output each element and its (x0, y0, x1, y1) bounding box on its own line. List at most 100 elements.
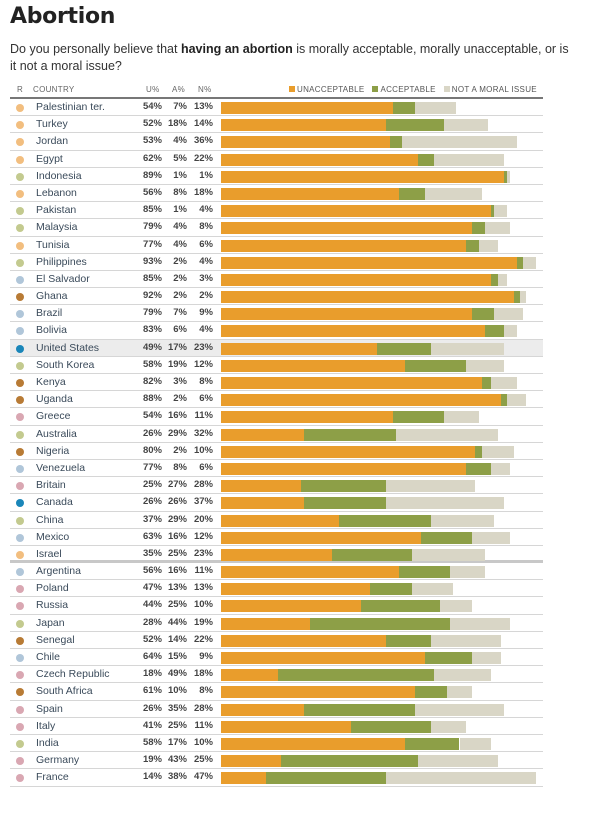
bar-acceptable (265, 772, 387, 785)
bar-unacceptable (221, 119, 387, 132)
table-row: Malaysia 79% 4% 8% (10, 219, 543, 237)
legend-swatch-unacceptable (289, 86, 295, 92)
value-unacceptable: 56% (142, 565, 162, 577)
table-row: Pakistan 85% 1% 4% (10, 202, 543, 220)
region-dot-icon (16, 722, 24, 731)
bar-unacceptable (221, 308, 473, 321)
bar-unacceptable (221, 531, 422, 544)
region-dot-icon (16, 636, 24, 645)
bar-not-moral (411, 583, 454, 596)
country-name: Germany (36, 754, 80, 767)
region-dot-icon (16, 430, 24, 439)
value-acceptable: 17% (167, 341, 187, 353)
value-not-moral: 28% (193, 702, 213, 714)
value-not-moral: 13% (193, 101, 213, 112)
bar-unacceptable (221, 634, 387, 647)
country-name: Italy (36, 719, 56, 732)
value-unacceptable: 54% (142, 101, 162, 112)
country-name: Czech Republic (36, 668, 110, 681)
value-not-moral: 10% (193, 444, 213, 456)
bar-unacceptable (221, 480, 301, 493)
value-acceptable: 16% (167, 565, 187, 577)
region-dot-icon (16, 275, 24, 284)
value-not-moral: 2% (199, 290, 213, 302)
table-row: France 14% 38% 47% (10, 769, 543, 787)
bar-unacceptable (221, 497, 304, 510)
bar-unacceptable (221, 445, 476, 458)
bar-acceptable (475, 445, 482, 458)
value-not-moral: 47% (193, 771, 213, 783)
bar-unacceptable (221, 703, 304, 716)
region-dot-icon (16, 138, 24, 147)
value-acceptable: 14% (167, 633, 187, 645)
value-not-moral: 8% (199, 685, 213, 697)
country-name: Australia (36, 427, 77, 440)
bar-acceptable (386, 119, 444, 132)
country-name: Greece (36, 410, 71, 423)
table-row: Greece 54% 16% 11% (10, 408, 543, 426)
country-name: Russia (36, 599, 69, 612)
value-not-moral: 36% (193, 135, 213, 147)
value-acceptable: 4% (173, 238, 187, 250)
bar-unacceptable (221, 222, 473, 235)
table-row: South Korea 58% 19% 12% (10, 357, 543, 374)
value-acceptable: 15% (167, 651, 187, 662)
bar-unacceptable (221, 600, 361, 613)
region-dot-icon (16, 310, 24, 319)
country-name: Jordan (36, 135, 69, 148)
value-unacceptable: 61% (142, 685, 162, 697)
value-unacceptable: 28% (142, 616, 162, 628)
bar-not-moral (472, 652, 501, 664)
bar-not-moral (430, 634, 501, 647)
table-row: Uganda 88% 2% 6% (10, 391, 543, 409)
value-not-moral: 8% (199, 221, 213, 233)
value-not-moral: 18% (193, 186, 213, 198)
bar-not-moral (449, 566, 485, 579)
value-not-moral: 1% (199, 169, 213, 181)
value-unacceptable: 14% (142, 771, 162, 783)
region-dot-icon (16, 447, 24, 456)
country-name: Bolivia (36, 324, 67, 337)
bar-not-moral (507, 394, 527, 407)
value-unacceptable: 92% (142, 290, 162, 302)
table-row: Germany 19% 43% 25% (10, 752, 543, 770)
country-name: Brazil (36, 307, 63, 320)
value-not-moral: 6% (199, 461, 213, 473)
value-acceptable: 38% (167, 771, 187, 783)
region-dot-icon (16, 104, 24, 112)
country-name: Uganda (36, 393, 73, 406)
bar-not-moral (395, 428, 498, 441)
bar-not-moral (386, 772, 536, 785)
country-name: Indonesia (36, 169, 82, 182)
value-not-moral: 3% (199, 272, 213, 284)
value-acceptable: 2% (173, 444, 187, 456)
bar-unacceptable (221, 153, 419, 166)
value-unacceptable: 93% (142, 255, 162, 267)
value-not-moral: 6% (199, 238, 213, 250)
bar-unacceptable (221, 583, 371, 596)
bar-acceptable (303, 497, 387, 510)
country-name: Venezuela (36, 461, 86, 474)
page-title: Abortion (10, 4, 116, 29)
value-not-moral: 20% (193, 513, 213, 525)
bar-acceptable (370, 583, 412, 596)
country-name: Malaysia (36, 221, 78, 234)
table-row: Italy 41% 25% 11% (10, 718, 543, 735)
bar-not-moral (446, 686, 473, 699)
country-name: Israel (36, 547, 62, 560)
bar-acceptable (513, 291, 520, 304)
value-unacceptable: 49% (142, 341, 162, 353)
value-not-moral: 25% (193, 754, 213, 766)
bar-not-moral (430, 342, 504, 355)
chart-rows: Palestinian ter. 54% 7% 13% Turkey 52% 18% 14% J… (10, 99, 543, 787)
bar-not-moral (424, 187, 482, 200)
country-name: India (36, 736, 59, 749)
bar-unacceptable (221, 686, 415, 699)
value-unacceptable: 82% (142, 376, 162, 387)
value-unacceptable: 25% (142, 479, 162, 491)
bar-not-moral (472, 531, 511, 544)
region-dot-icon (16, 533, 24, 542)
region-dot-icon (16, 499, 24, 508)
bar-unacceptable (221, 566, 400, 579)
value-unacceptable: 83% (142, 324, 162, 336)
